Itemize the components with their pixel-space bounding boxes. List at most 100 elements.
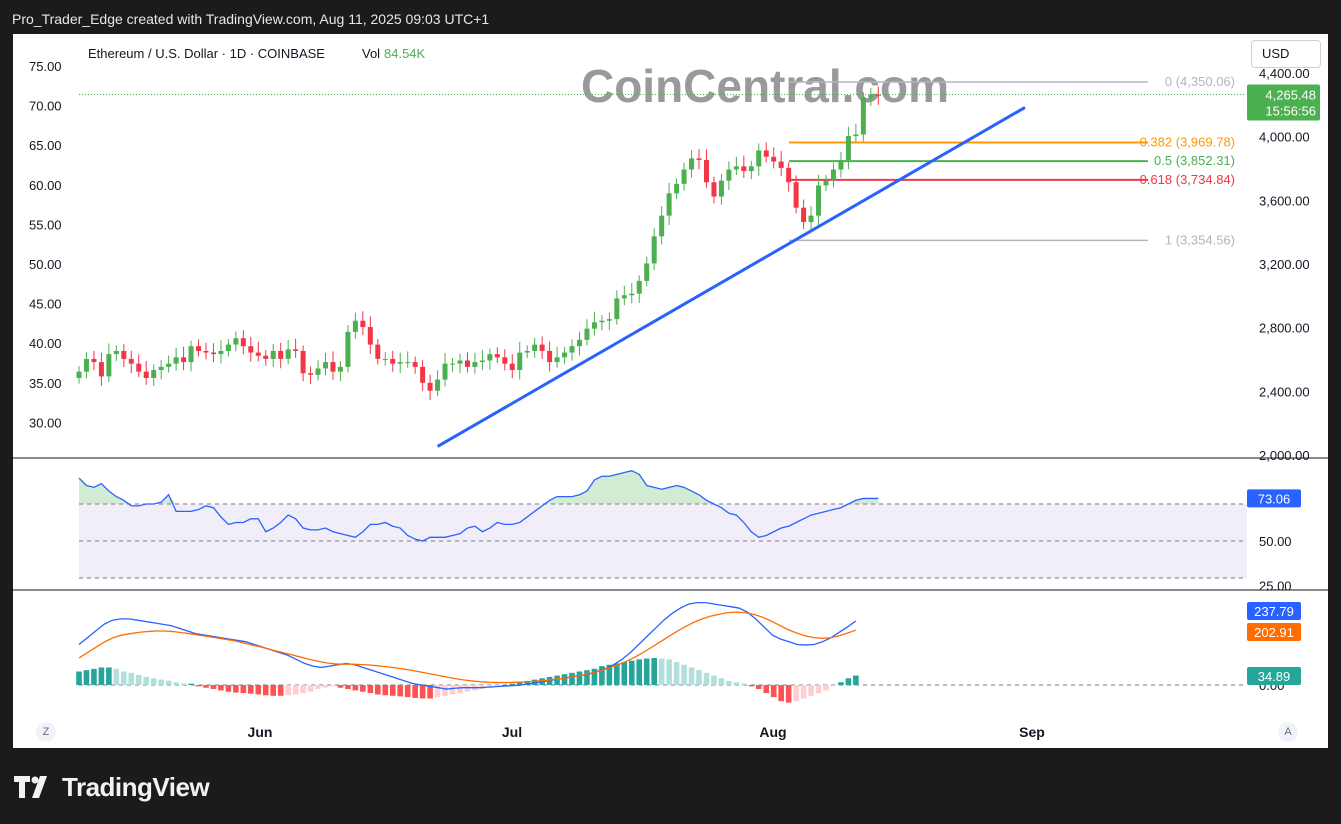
macd-histogram-bar	[300, 685, 306, 694]
tradingview-logo: TradingView	[14, 770, 210, 804]
macd-histogram-bar	[307, 685, 314, 692]
macd-histogram-bar	[621, 662, 628, 685]
candle-body	[614, 298, 620, 320]
candle-body	[166, 363, 172, 367]
chart-attribution: Pro_Trader_Edge created with TradingView…	[12, 11, 490, 27]
macd-histogram-bar	[561, 674, 568, 685]
macd-histogram-bar	[785, 685, 792, 703]
left-axis-tick: 45.00	[29, 297, 62, 312]
rsi-axis-tick: 25.00	[1259, 578, 1292, 593]
candle-body	[741, 166, 747, 172]
macd-histogram-bar	[711, 675, 717, 685]
candle-body	[703, 159, 709, 183]
chart-svg[interactable]: CoinCentral.com Ethereum / U.S. Dollar · …	[13, 34, 1328, 748]
zoom-left-button[interactable]: Z	[36, 722, 56, 742]
macd-value-label-box	[1247, 602, 1301, 620]
right-axis-tick: 2,800.00	[1259, 321, 1310, 336]
left-axis-tick: 50.00	[29, 257, 62, 272]
chart-panel[interactable]: CoinCentral.com Ethereum / U.S. Dollar · …	[13, 34, 1328, 748]
candle-body	[158, 366, 164, 371]
candle-body	[397, 362, 403, 364]
candle-body	[300, 350, 306, 374]
candle-body	[659, 215, 665, 237]
candle-body	[225, 344, 231, 351]
right-axis-tick: 4,000.00	[1259, 130, 1310, 145]
macd-histogram-bar	[382, 685, 389, 696]
fib-level-label: 1 (3,354.56)	[1165, 232, 1235, 247]
candle-body	[674, 183, 680, 194]
candle-body	[733, 166, 739, 170]
macd-histogram-bar	[494, 685, 501, 687]
candle-body	[360, 320, 366, 328]
candle-body	[487, 354, 493, 361]
candle-body	[203, 350, 209, 353]
macd-histogram-bar	[457, 685, 463, 694]
candle-body	[405, 362, 411, 364]
candle-body	[375, 344, 381, 359]
macd-histogram-bar	[487, 685, 493, 688]
macd-histogram-bar	[121, 671, 127, 685]
candle-body	[390, 358, 396, 364]
macd-histogram-bar	[741, 683, 747, 685]
candle-body	[83, 358, 89, 372]
macd-histogram-bar	[658, 658, 665, 685]
macd-histogram-bar	[98, 667, 105, 685]
macd-histogram-bar	[628, 660, 635, 685]
macd-histogram-bar	[427, 685, 433, 699]
candle-body	[188, 346, 194, 363]
candle-body	[472, 362, 478, 367]
candle-body	[606, 319, 612, 321]
candle-body	[816, 185, 822, 216]
macd-histogram-bar	[808, 685, 814, 696]
candle-body	[337, 366, 343, 372]
macd-histogram-bar	[128, 672, 135, 685]
macd-histogram-bar	[763, 685, 770, 694]
candle-body	[554, 357, 560, 363]
tradingview-logo-icon	[14, 776, 47, 798]
legend-vol-value: 84.54K	[384, 46, 426, 61]
macd-histogram-bar	[180, 683, 187, 685]
candle-body	[330, 362, 336, 372]
candle-body	[233, 338, 239, 345]
trendline	[436, 106, 1026, 448]
macd-histogram-bar	[636, 659, 643, 685]
macd-histogram-bar	[345, 685, 351, 690]
candle-body	[293, 349, 299, 351]
candle-body	[860, 97, 866, 135]
macd-histogram-bar	[516, 682, 523, 685]
auto-scale-button[interactable]: A	[1278, 722, 1298, 742]
candle-body	[218, 350, 224, 355]
macd-histogram-bar	[576, 671, 583, 685]
candle-body	[845, 136, 851, 160]
tradingview-brand: TradingView	[62, 771, 210, 802]
macd-histogram-bar	[569, 672, 575, 685]
currency-button[interactable]: USD	[1251, 40, 1321, 68]
candle-body	[524, 350, 530, 353]
candle-body	[308, 373, 314, 375]
macd-histogram-bar	[165, 680, 172, 685]
macd-histogram-bar	[681, 664, 687, 685]
candle-body	[435, 379, 441, 391]
right-axis-tick: 2,000.00	[1259, 448, 1310, 463]
macd-histogram-bar	[150, 678, 157, 685]
candle-body	[323, 362, 329, 369]
macd-histogram-bar	[673, 662, 680, 685]
rsi-value-label-box	[1247, 489, 1301, 508]
macd-histogram-bar	[285, 685, 291, 696]
histogram-value-label: 34.89	[1258, 669, 1291, 684]
candle-body	[128, 358, 134, 364]
candle-body	[853, 134, 859, 137]
macd-histogram-bar	[733, 682, 740, 685]
left-axis-tick: 65.00	[29, 138, 62, 153]
macd-line	[78, 602, 857, 690]
countdown-label: 15:56:56	[1265, 103, 1316, 118]
macd-histogram-bar	[322, 685, 329, 688]
last-price-label: 4,265.48	[1265, 87, 1316, 102]
candle-body	[696, 158, 702, 160]
candle-body	[681, 169, 687, 184]
candle-body	[315, 368, 321, 375]
macd-histogram-bar	[755, 685, 762, 690]
macd-histogram-bar	[195, 685, 202, 687]
macd-histogram-bar	[210, 685, 217, 690]
macd-histogram-bar	[770, 685, 777, 698]
